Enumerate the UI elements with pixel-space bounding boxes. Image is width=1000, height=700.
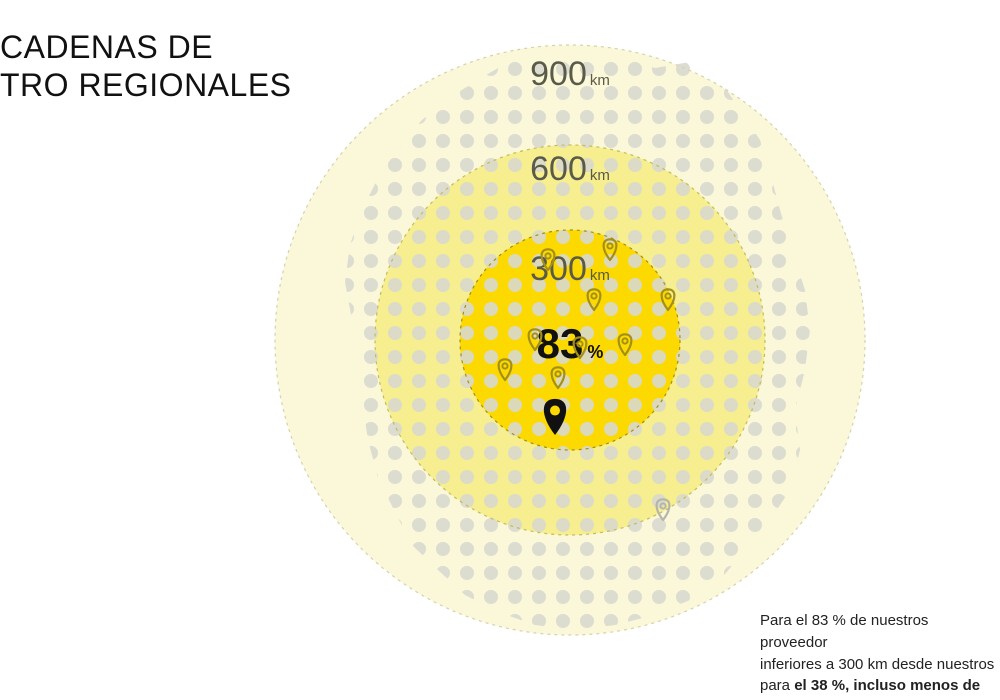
caption-line-3b: el 38 %, incluso menos de 100 bbox=[760, 677, 980, 700]
caption-line-3a: para bbox=[760, 677, 794, 694]
caption-line-2: inferiores a 300 km desde nuestros bbox=[760, 656, 994, 673]
infographic-svg: 900km600km300km83% bbox=[0, 0, 1000, 700]
caption-line-1: Para el 83 % de nuestros proveedor bbox=[760, 612, 928, 651]
caption-text: Para el 83 % de nuestros proveedor infer… bbox=[760, 610, 1000, 700]
